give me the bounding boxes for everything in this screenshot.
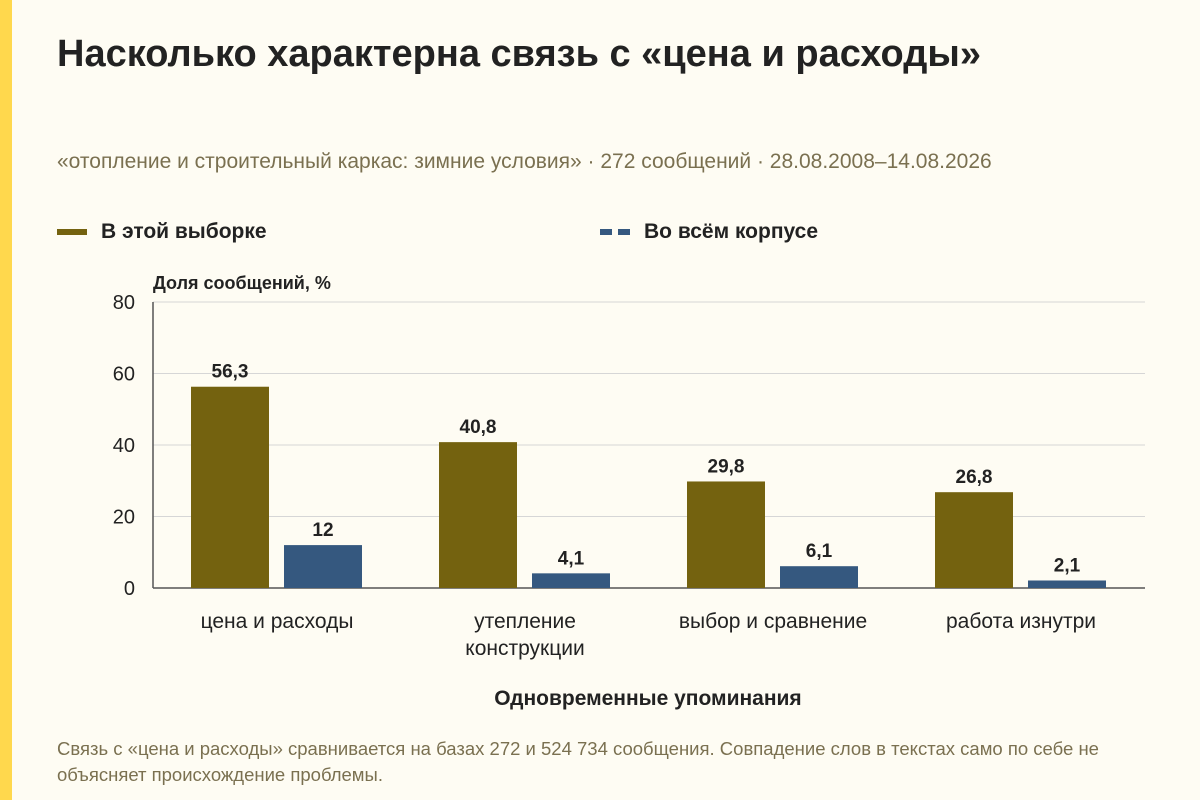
legend-swatch-sample [57,229,87,235]
legend-item-sample: В этой выборке [57,220,267,244]
legend-item-corpus: Во всём корпусе [600,220,818,244]
bar-s1-c2 [439,442,517,588]
y-tick-label-80: 80 [113,292,135,314]
bar-s2-c2 [532,573,610,588]
y-tick-label-60: 60 [113,364,135,386]
bar-s2-c4 [1028,580,1106,588]
y-tick-label-20: 20 [113,507,135,529]
x-tick-label-c2-line1: утепление [474,610,576,633]
x-tick-label-c4: работа изнутри [946,610,1096,633]
bar-s1-c1 [191,386,269,588]
data-label-s1-c2: 40,8 [460,417,497,438]
bar-s2-c3 [780,566,858,588]
accent-stripe [0,0,12,800]
data-label-s2-c2: 4,1 [558,548,585,569]
y-tick-label-40: 40 [113,435,135,457]
data-label-s2-c3: 6,1 [806,541,833,562]
chart-subtitle: «отопление и строительный каркас: зимние… [57,150,992,173]
x-tick-label-c3: выбор и сравнение [679,610,867,633]
legend-label-corpus: Во всём корпусе [644,220,819,243]
x-tick-label-c1: цена и расходы [201,610,354,633]
data-label-s2-c1: 12 [312,520,333,541]
x-axis-label: Одновременные упоминания [494,687,802,710]
data-label-s1-c4: 26,8 [956,467,993,488]
bar-s1-c4 [935,492,1013,588]
legend-swatch-corpus [600,229,630,235]
legend-label-sample: В этой выборке [101,220,267,243]
data-label-s2-c4: 2,1 [1054,555,1081,576]
data-label-s1-c3: 29,8 [708,456,745,477]
y-tick-label-0: 0 [124,578,135,600]
bar-s1-c3 [687,481,765,588]
chart-footnote: Связь с «цена и расходы» сравнивается на… [57,738,1099,785]
bar-s2-c1 [284,545,362,588]
y-axis-label: Доля сообщений, % [153,273,331,293]
data-label-s1-c1: 56,3 [212,362,249,383]
x-tick-label-c2-line2: конструкции [465,637,584,660]
chart-title: Насколько характерна связь с «цена и рас… [57,33,981,75]
